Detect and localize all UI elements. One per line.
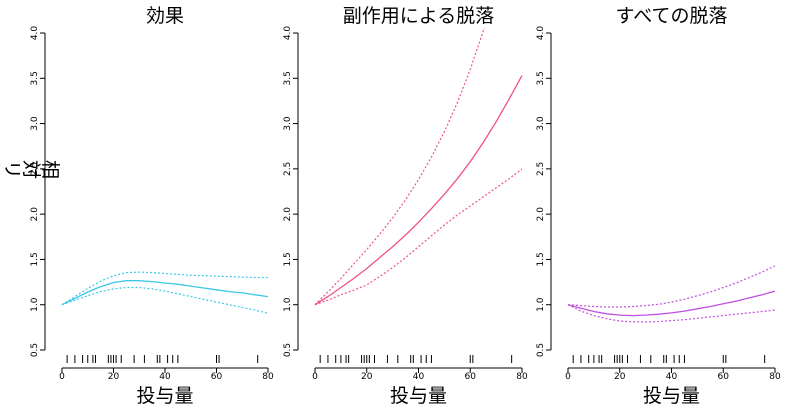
y-tick-label: 2.5 (283, 162, 293, 176)
y-tick-label: 1.5 (30, 252, 40, 266)
upper-ci-line (61, 271, 268, 306)
y-tick-label: 3.0 (536, 116, 546, 131)
y-tick-label: 2.0 (536, 207, 546, 222)
lower-ci-line (567, 304, 776, 323)
y-tick-label: 0.5 (536, 343, 546, 357)
upper-ci-line (314, 28, 486, 306)
x-tick-label: 20 (361, 372, 373, 382)
lower-ci-line (314, 168, 523, 306)
x-tick-label: 40 (666, 372, 678, 382)
y-tick-label: 3.5 (283, 71, 293, 85)
panels: 効果0.51.01.52.02.53.03.54.00 20 40 60 80投与量副作… (30, 5, 781, 407)
chart-panel-2: 副作用による脱落 0.5 1.0 1.5 2.0 2.5 3.0 3.5 4.0 0 20 40 60 8… (283, 5, 528, 407)
y-tick-label: 2.5 (536, 162, 546, 176)
panel-title: すべての脱落 (616, 5, 728, 27)
x-tick-label: 60 (211, 372, 223, 382)
y-tick-label: 1.0 (283, 297, 293, 312)
y-tick-label: 1.5 (283, 252, 293, 266)
x-tick-label: 80 (769, 372, 781, 382)
y-tick-label: 1.0 (536, 297, 546, 312)
y-tick-label: 4.0 (283, 26, 293, 41)
y-tick-label: 2.5 (30, 162, 40, 176)
estimate-line (314, 75, 523, 306)
y-tick-label: 3.5 (30, 71, 40, 85)
y-tick-label: 1.5 (536, 252, 546, 266)
panel-title: 効果 (146, 5, 184, 27)
y-tick-label: 2.0 (30, 207, 40, 222)
y-tick-label: 3.0 (30, 116, 40, 131)
y-tick-label: 3.0 (283, 116, 293, 131)
x-axis-label: 投与量 (390, 385, 447, 407)
x-tick-label: 0 (565, 372, 571, 382)
y-tick-label: 2.0 (283, 207, 293, 222)
y-tick-label: 1.0 (30, 297, 40, 312)
x-tick-label: 20 (614, 372, 626, 382)
x-tick-label: 80 (262, 372, 274, 382)
x-tick-label: 0 (312, 372, 318, 382)
y-tick-label: 4.0 (30, 26, 40, 41)
estimate-line (567, 290, 776, 317)
x-tick-label: 40 (159, 372, 171, 382)
y-tick-label: 0.5 (283, 343, 293, 357)
panel-title: 副作用による脱落 (343, 5, 494, 27)
x-axis-label: 投与量 (643, 385, 700, 407)
x-tick-label: 60 (465, 372, 477, 382)
chart-panel-3: すべての脱落 0.5 1.0 1.5 2.0 2.5 3.0 3.5 4.0 0 20 40 60 80 投… (536, 5, 781, 407)
x-tick-label: 60 (718, 372, 730, 382)
x-tick-label: 20 (108, 372, 120, 382)
y-tick-label: 0.5 (30, 343, 40, 357)
x-tick-label: 80 (516, 372, 528, 382)
x-tick-label: 0 (59, 372, 65, 382)
y-tick-label: 3.5 (536, 71, 546, 85)
x-tick-label: 40 (413, 372, 425, 382)
lower-ci-line (61, 286, 269, 314)
chart-panel-1: 効果 0.5 1.0 1.5 2.0 2.5 3.0 3.5 4.0 0 20 40 60 80 投与量 (30, 5, 274, 407)
y-axis-label: 相対リスク (0, 157, 61, 179)
y-tick-label: 4.0 (536, 26, 546, 41)
x-axis-label: 投与量 (136, 385, 193, 407)
upper-ci-line (567, 265, 776, 308)
estimate-line (61, 280, 269, 306)
